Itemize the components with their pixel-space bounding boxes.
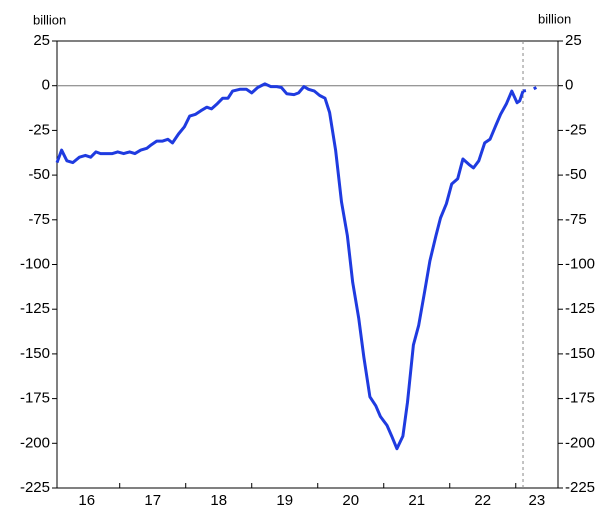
y2-tick-label: -175	[565, 390, 595, 407]
y2-tick-label: -50	[565, 166, 587, 183]
x-tick-label: 20	[342, 492, 359, 509]
y-tick-label: -25	[28, 121, 50, 138]
y-tick-label: 25	[33, 32, 50, 49]
y2-tick-label: -100	[565, 255, 595, 272]
y2-tick-label: 0	[565, 77, 573, 94]
y2-tick-label: -75	[565, 211, 587, 228]
x-tick-label: 17	[144, 492, 161, 509]
y-tick-label: -150	[20, 345, 50, 362]
y2-tick-label: -225	[565, 479, 595, 496]
y2-tick-label: 25	[565, 32, 582, 49]
y-tick-label: -75	[28, 211, 50, 228]
y-axis-label: billion	[33, 12, 66, 27]
x-tick-label: 23	[529, 492, 546, 509]
x-tick-label: 19	[276, 492, 293, 509]
x-tick-label: 16	[78, 492, 95, 509]
y-tick-label: -200	[20, 434, 50, 451]
y-tick-label: -175	[20, 390, 50, 407]
y-tick-label: -125	[20, 300, 50, 317]
x-tick-label: 21	[408, 492, 425, 509]
x-tick-label: 22	[474, 492, 491, 509]
y2-axis-label: billion	[538, 11, 571, 26]
y2-tick-label: -200	[565, 434, 595, 451]
line	[522, 82, 544, 93]
y2-tick-label: -25	[565, 121, 587, 138]
y-tick-label: -50	[28, 166, 50, 183]
line	[55, 82, 525, 451]
y-tick-label: 0	[42, 77, 50, 94]
y2-tick-label: -125	[565, 300, 595, 317]
y-tick-label: -225	[20, 479, 50, 496]
plot-frame	[56, 40, 559, 489]
x-tick-label: 18	[210, 492, 227, 509]
y2-tick-label: -150	[565, 345, 595, 362]
y-tick-label: -100	[20, 255, 50, 272]
